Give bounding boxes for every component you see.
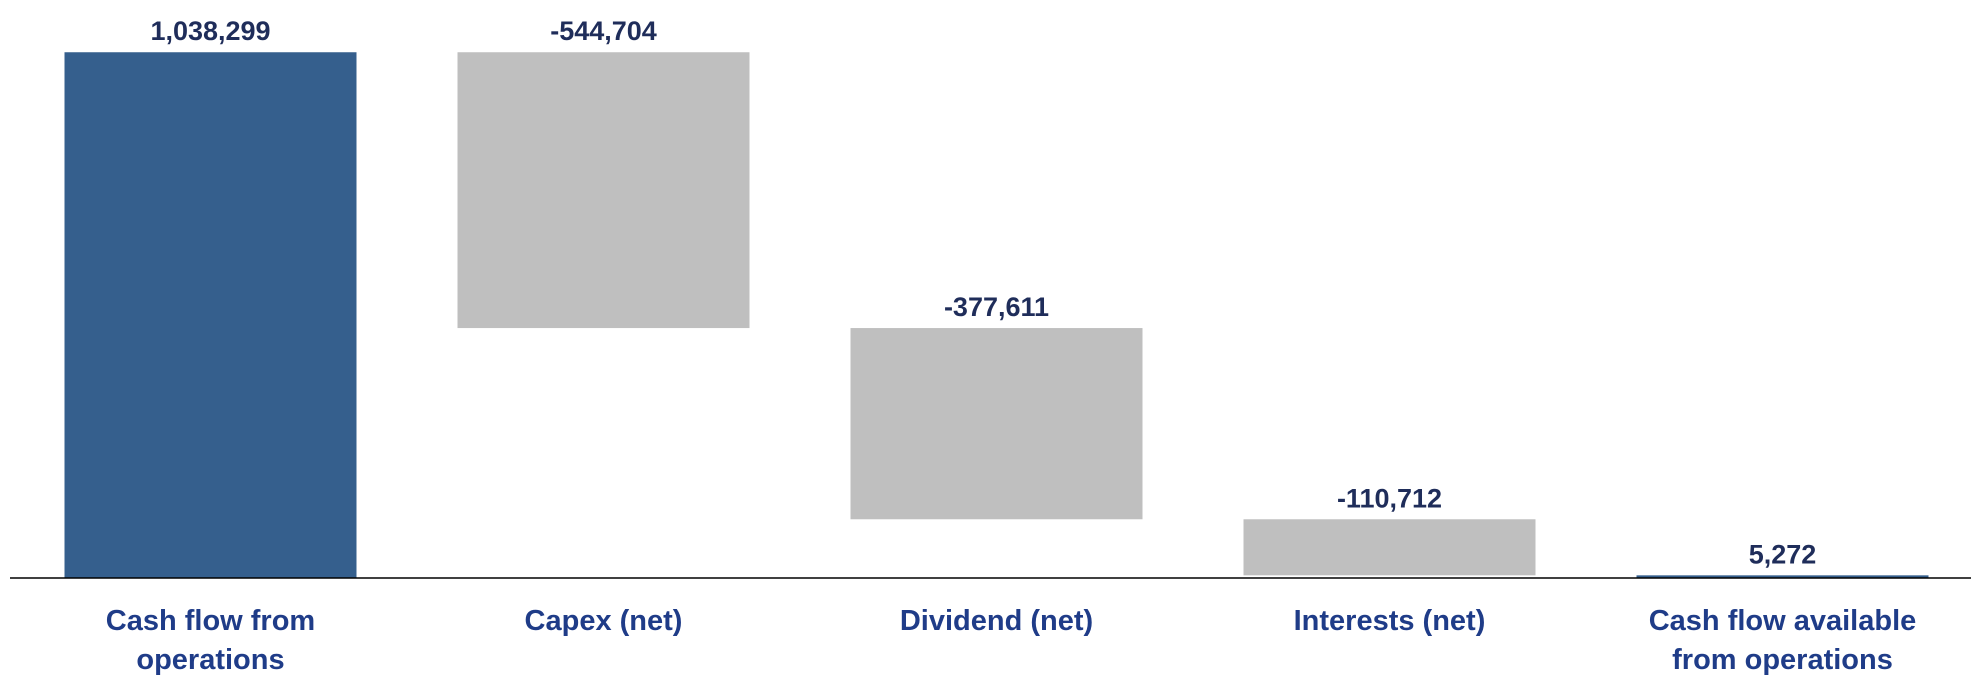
- bar: [1243, 519, 1536, 576]
- category-label: Capex (net): [524, 605, 683, 637]
- bar: [850, 328, 1143, 520]
- value-label: -544,704: [550, 16, 657, 46]
- bar: [457, 52, 750, 329]
- value-label: -110,712: [1337, 483, 1442, 513]
- value-label: -377,611: [944, 292, 1049, 322]
- bar: [64, 52, 357, 578]
- category-label: Dividend (net): [899, 605, 1094, 637]
- category-label: Cash flow available from operations: [1648, 605, 1917, 676]
- value-label: 1,038,299: [150, 16, 270, 46]
- bar: [1636, 575, 1929, 578]
- category-label: Interests (net): [1293, 605, 1486, 637]
- category-label: Cash flow from operations: [105, 605, 316, 676]
- value-label: 5,272: [1749, 539, 1817, 569]
